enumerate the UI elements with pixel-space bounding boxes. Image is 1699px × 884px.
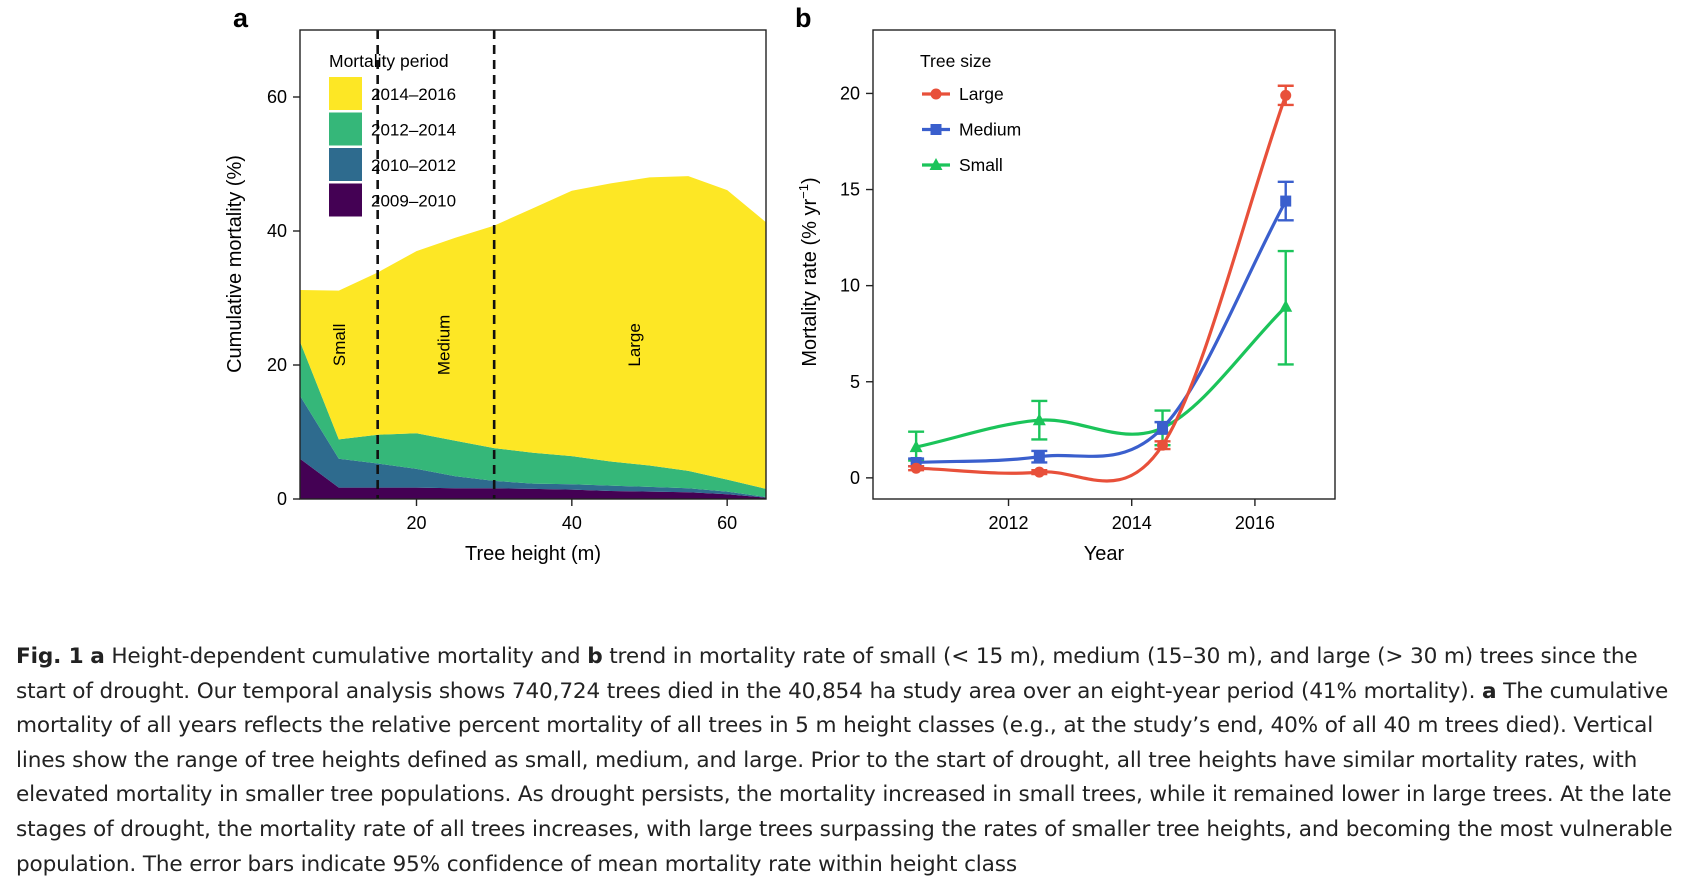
legend-label-2010–2012: 2010–2012 bbox=[371, 156, 456, 175]
panel-a-y-axis-title: Cumulative mortality (%) bbox=[224, 155, 246, 373]
series-line-medium bbox=[916, 201, 1286, 462]
legend-swatch-2009–2010 bbox=[329, 184, 362, 217]
panel-a-label: a bbox=[233, 3, 249, 33]
legend-label-2009–2010: 2009–2010 bbox=[371, 192, 456, 211]
panel-b-x-axis-title: Year bbox=[1084, 543, 1125, 565]
panel-b-series bbox=[908, 86, 1294, 481]
x-tick-label: 60 bbox=[717, 513, 737, 533]
legend-marker-large bbox=[931, 89, 942, 100]
panel-b-legend-title: Tree size bbox=[920, 51, 991, 71]
x-tick-label: 40 bbox=[562, 513, 582, 533]
panel-a-area-layers bbox=[300, 176, 766, 499]
panel-b-axes: 2012 2014 2016 0 5 10 15 20 bbox=[840, 83, 1275, 533]
y-tick-label: 10 bbox=[840, 276, 860, 296]
panel-b-y-axis-title-end: ) bbox=[799, 177, 821, 184]
region-label-medium: Medium bbox=[435, 315, 454, 375]
data-point-medium bbox=[1157, 422, 1168, 433]
legend-label-small: Small bbox=[959, 155, 1003, 175]
data-point-large bbox=[1034, 467, 1045, 478]
panel-b-y-axis-title-main: Mortality rate (% yr bbox=[799, 199, 821, 367]
panel-a-x-axis-title: Tree height (m) bbox=[465, 543, 601, 565]
figure-caption: Fig. 1 a Height-dependent cumulative mor… bbox=[16, 640, 1684, 882]
panel-b-y-axis-title: Mortality rate (% yr−1) bbox=[796, 177, 821, 366]
y-tick-label: 0 bbox=[277, 489, 287, 509]
caption-fig-label: Fig. 1 bbox=[16, 644, 83, 669]
region-label-small: Small bbox=[330, 324, 349, 367]
data-point-large bbox=[1280, 90, 1291, 101]
panel-b-frame bbox=[873, 30, 1335, 499]
data-point-medium bbox=[1280, 196, 1291, 207]
x-tick-label: 20 bbox=[406, 513, 426, 533]
legend-swatch-2014–2016 bbox=[329, 77, 362, 110]
panel-a-legend-title: Mortality period bbox=[329, 51, 449, 71]
y-tick-label: 60 bbox=[267, 87, 287, 107]
region-label-large: Large bbox=[625, 323, 644, 366]
legend-label-medium: Medium bbox=[959, 120, 1021, 140]
data-point-medium bbox=[1034, 451, 1045, 462]
legend-label-2012–2014: 2012–2014 bbox=[371, 121, 456, 140]
caption-panel-a-ref: a bbox=[90, 644, 104, 669]
data-point-large bbox=[1157, 440, 1168, 451]
legend-swatch-2010–2012 bbox=[329, 148, 362, 181]
caption-text-3: The cumulative mortality of all years re… bbox=[16, 679, 1673, 877]
panel-b-label: b bbox=[795, 3, 812, 33]
figure: a Small Medium Large 20 40 60 0 20 40 60 Tree he… bbox=[0, 0, 1699, 640]
series-line-large bbox=[916, 95, 1286, 481]
panel-b-y-axis-title-superscript: −1 bbox=[796, 184, 811, 199]
caption-text-1: Height-dependent cumulative mortality an… bbox=[105, 644, 588, 669]
y-tick-label: 5 bbox=[850, 372, 860, 392]
legend-swatch-2012–2014 bbox=[329, 113, 362, 146]
panel-a: a Small Medium Large 20 40 60 0 20 40 60 Tree he… bbox=[224, 3, 766, 565]
data-point-small bbox=[1279, 300, 1292, 312]
panel-b: b 2012 2014 2016 0 5 10 15 20 Year Mortality ra… bbox=[795, 3, 1335, 565]
y-tick-label: 0 bbox=[850, 468, 860, 488]
panel-b-legend: Tree size Large Medium Small bbox=[920, 51, 1021, 175]
legend-label-2014–2016: 2014–2016 bbox=[371, 85, 456, 104]
x-tick-label: 2012 bbox=[988, 513, 1028, 533]
caption-panel-b-ref: b bbox=[587, 644, 602, 669]
legend-marker-medium bbox=[931, 124, 942, 135]
y-tick-label: 20 bbox=[267, 355, 287, 375]
data-point-large bbox=[911, 463, 922, 474]
y-tick-label: 40 bbox=[267, 221, 287, 241]
caption-panel-a-ref-2: a bbox=[1482, 679, 1496, 704]
x-tick-label: 2014 bbox=[1112, 513, 1152, 533]
panel-a-legend: Mortality period 2014–2016 2012–2014 2010–… bbox=[329, 51, 456, 217]
legend-label-large: Large bbox=[959, 84, 1004, 104]
x-tick-label: 2016 bbox=[1235, 513, 1275, 533]
y-tick-label: 15 bbox=[840, 180, 860, 200]
y-tick-label: 20 bbox=[840, 83, 860, 103]
series-line-small bbox=[916, 307, 1286, 447]
